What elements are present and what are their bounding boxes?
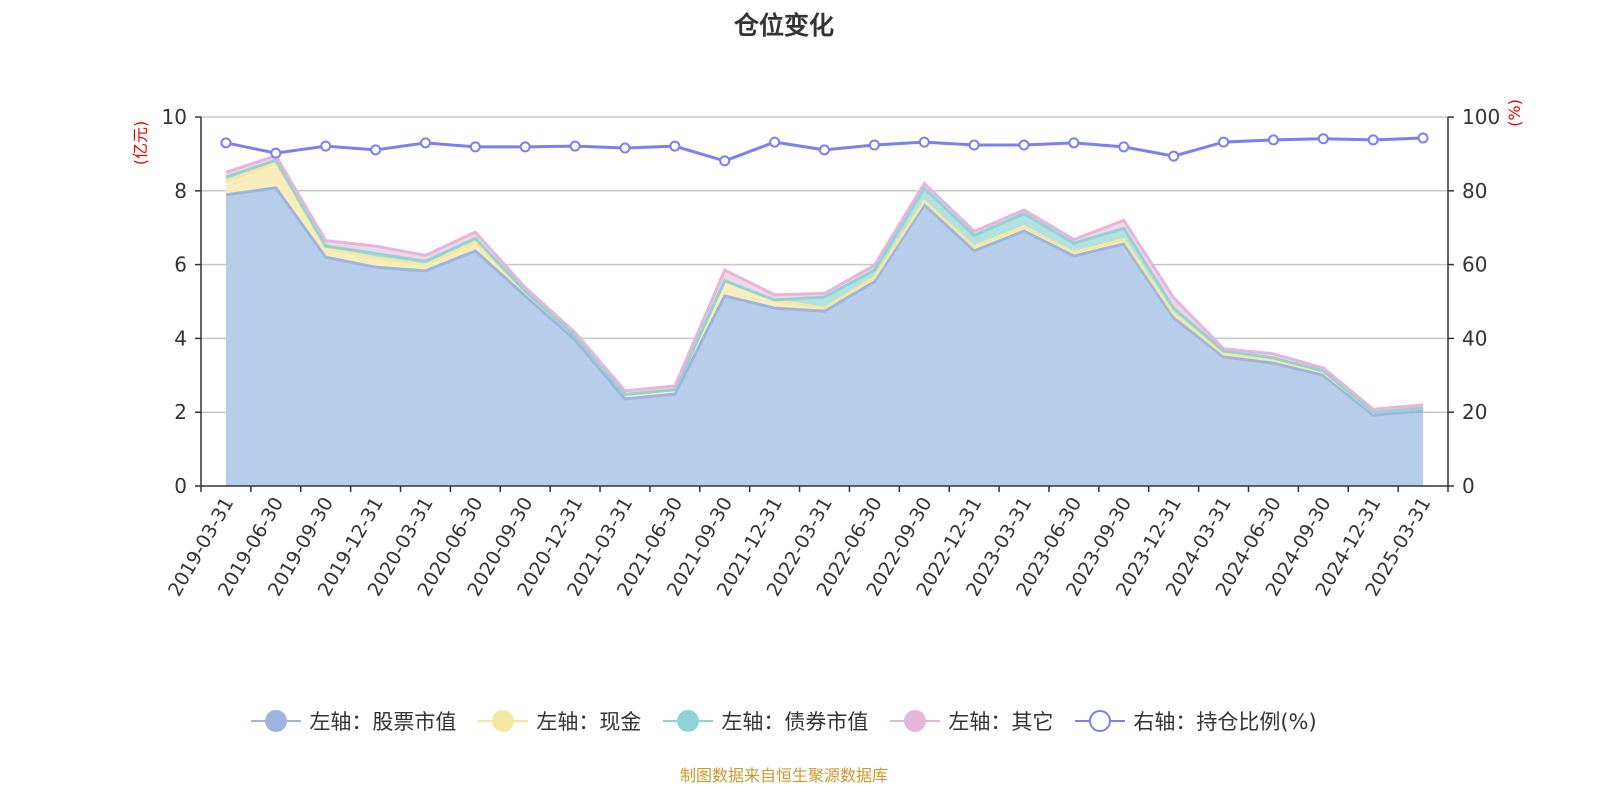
ratio-point [819,144,830,156]
ratio-point [370,144,382,156]
ratio-point [868,139,880,151]
ratio-point [220,137,232,149]
ratio-point [1417,132,1429,144]
legend-marker-icon [251,710,302,732]
legend-label: 左轴：现金 [536,710,642,734]
ratio-point [1317,133,1329,145]
ratio-point [469,141,481,153]
source-footer: 制图数据来自恒生聚源数据库 [679,766,888,785]
ratio-point [719,155,731,167]
ratio-point [1367,134,1379,146]
ratio-point [320,140,332,152]
ratio-point [769,136,781,148]
right-tick-label: 0 [1462,474,1475,498]
ratio-point [1018,139,1030,151]
series-line-1 [225,161,1424,414]
legend-label: 左轴：债券市值 [721,710,869,734]
right-tick-label: 60 [1462,253,1487,277]
ratio-point [918,136,930,148]
left-tick-label: 4 [174,326,187,350]
left-tick-label: 10 [162,105,187,129]
ratio-point [1267,134,1279,146]
ratio-point [1218,136,1230,148]
right-tick-label: 80 [1462,179,1487,203]
legend-item[interactable]: 左轴：其它 [890,706,1053,736]
left-tick-label: 6 [174,253,187,277]
legend-marker-icon [663,710,714,732]
ratio-point [519,141,531,153]
series-line-2 [225,158,1424,414]
legend-label: 右轴：持仓比例(%) [1133,710,1317,734]
left-tick-label: 8 [174,179,187,203]
left-tick-label: 0 [174,474,187,498]
left-axis-label: (亿元) [131,121,150,166]
series-line-0 [225,186,1424,417]
area-0 [225,187,1424,486]
legend-item[interactable]: 右轴：持仓比例(%) [1075,706,1317,736]
legend-item[interactable]: 左轴：股票市值 [251,706,456,736]
legend-label: 左轴：股票市值 [309,710,457,734]
right-tick-label: 100 [1462,105,1500,129]
ratio-point [569,140,581,152]
ratio-point [270,147,282,159]
ratio-point [419,137,431,149]
legend-marker-icon [890,710,941,732]
left-tick-label: 2 [174,400,187,424]
right-axis-label: (%) [1505,99,1524,127]
legend-label: 左轴：其它 [948,710,1054,734]
ratio-point [669,140,681,152]
right-tick-label: 40 [1462,326,1487,350]
chart-title: 仓位变化 [733,11,834,40]
ratio-point [1168,150,1180,162]
series-line-3 [225,153,1424,411]
legend-marker-icon [1075,710,1126,732]
legend-item[interactable]: 左轴：债券市值 [663,706,868,736]
legend-marker-icon [478,710,529,732]
ratio-point [1068,137,1080,149]
ratio-point [619,142,631,154]
right-tick-label: 20 [1462,400,1487,424]
legend-item[interactable]: 左轴：现金 [478,706,641,736]
legend: 左轴：股票市值 左轴：现金 左轴：债券市值 左轴：其它 右轴：持仓比例(%) [0,706,1568,736]
ratio-point [968,139,980,151]
ratio-point [1118,141,1130,153]
